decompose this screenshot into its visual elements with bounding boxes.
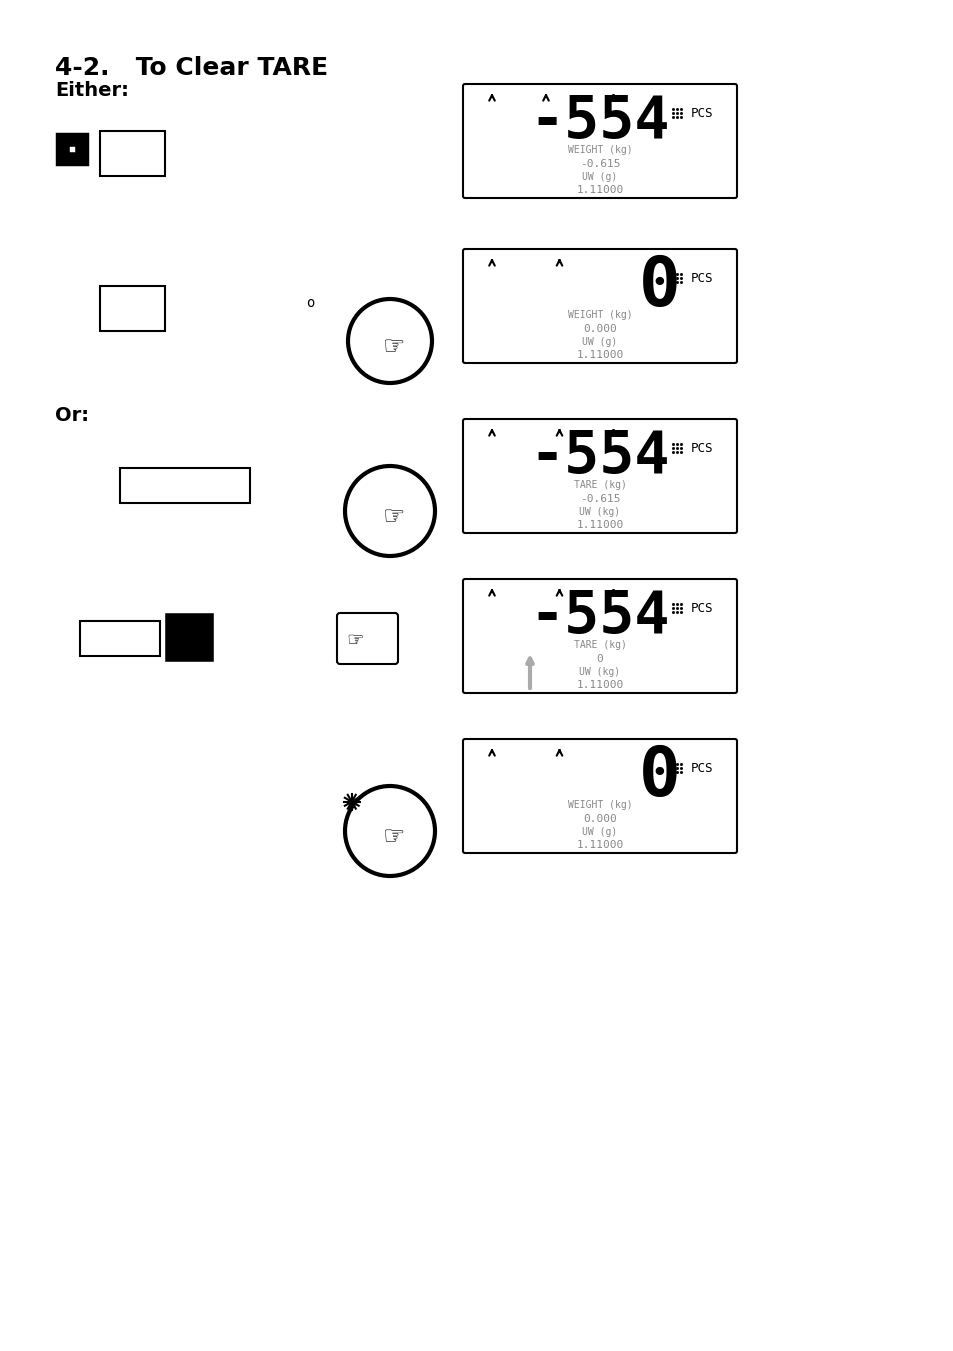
Text: UW (g): UW (g) [581, 827, 617, 836]
Text: Or:: Or: [55, 407, 89, 426]
FancyBboxPatch shape [462, 419, 737, 534]
Bar [120, 467, 250, 503]
Text: PCS: PCS [690, 603, 713, 615]
FancyBboxPatch shape [462, 84, 737, 199]
Text: 1.11000: 1.11000 [576, 840, 623, 850]
Text: UW (kg): UW (kg) [578, 667, 619, 677]
Text: 4-2.   To Clear TARE: 4-2. To Clear TARE [55, 55, 328, 80]
Text: 1.11000: 1.11000 [576, 185, 623, 195]
Text: PCS: PCS [690, 762, 713, 775]
Text: UW (g): UW (g) [581, 172, 617, 182]
Text: UW (g): UW (g) [581, 336, 617, 347]
Text: WEIGHT (kg): WEIGHT (kg) [567, 800, 632, 809]
Text: -0.615: -0.615 [579, 494, 619, 504]
Text: -554: -554 [529, 428, 670, 485]
Text: 0: 0 [638, 253, 679, 320]
Text: ☞: ☞ [383, 505, 405, 530]
FancyBboxPatch shape [462, 580, 737, 693]
Text: -554: -554 [529, 93, 670, 150]
Text: WEIGHT (kg): WEIGHT (kg) [567, 145, 632, 155]
Text: PCS: PCS [690, 272, 713, 285]
Text: 0: 0 [638, 743, 679, 809]
Text: 1.11000: 1.11000 [576, 350, 623, 359]
Text: ☞: ☞ [383, 825, 405, 850]
Text: ☞: ☞ [382, 335, 405, 359]
FancyBboxPatch shape [462, 739, 737, 852]
Text: TARE (kg): TARE (kg) [573, 480, 626, 490]
Text: PCS: PCS [690, 107, 713, 120]
Text: PCS: PCS [690, 442, 713, 455]
Text: 0.000: 0.000 [582, 324, 617, 334]
Text: ☞: ☞ [346, 631, 363, 650]
Bar [100, 131, 165, 176]
FancyBboxPatch shape [462, 249, 737, 363]
Bar [80, 621, 160, 657]
Text: -0.615: -0.615 [579, 159, 619, 169]
Text: -554: -554 [529, 588, 670, 644]
Text: WEIGHT (kg): WEIGHT (kg) [567, 309, 632, 320]
Bar [100, 286, 165, 331]
Text: TARE (kg): TARE (kg) [573, 640, 626, 650]
Text: 1.11000: 1.11000 [576, 520, 623, 530]
FancyBboxPatch shape [336, 613, 397, 663]
Text: UW (kg): UW (kg) [578, 507, 619, 517]
Text: o: o [306, 296, 314, 309]
Bar [65, 142, 79, 155]
Text: 1.11000: 1.11000 [576, 680, 623, 690]
Text: Either:: Either: [55, 81, 129, 100]
Text: 0: 0 [596, 654, 602, 663]
Text: 0.000: 0.000 [582, 813, 617, 824]
Bar [180, 628, 198, 646]
